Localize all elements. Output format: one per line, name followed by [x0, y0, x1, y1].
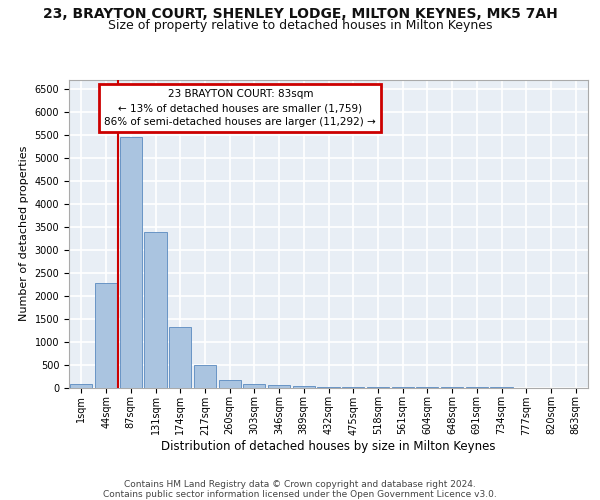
Bar	[268, 385, 290, 388]
Bar	[119, 138, 142, 388]
Text: 23, BRAYTON COURT, SHENLEY LODGE, MILTON KEYNES, MK5 7AH: 23, BRAYTON COURT, SHENLEY LODGE, MILTON…	[43, 8, 557, 22]
Bar	[169, 328, 191, 388]
Bar	[317, 387, 340, 388]
Text: Size of property relative to detached houses in Milton Keynes: Size of property relative to detached ho…	[108, 19, 492, 32]
Bar	[293, 386, 315, 388]
Bar	[194, 366, 216, 388]
Bar	[70, 384, 92, 388]
Bar	[243, 384, 265, 388]
Text: Contains HM Land Registry data © Crown copyright and database right 2024.
Contai: Contains HM Land Registry data © Crown c…	[103, 480, 497, 499]
Bar	[218, 380, 241, 388]
Bar	[95, 284, 117, 388]
Bar	[145, 232, 167, 388]
Text: 23 BRAYTON COURT: 83sqm
← 13% of detached houses are smaller (1,759)
86% of semi: 23 BRAYTON COURT: 83sqm ← 13% of detache…	[104, 89, 376, 127]
Y-axis label: Number of detached properties: Number of detached properties	[19, 146, 29, 322]
X-axis label: Distribution of detached houses by size in Milton Keynes: Distribution of detached houses by size …	[161, 440, 496, 453]
